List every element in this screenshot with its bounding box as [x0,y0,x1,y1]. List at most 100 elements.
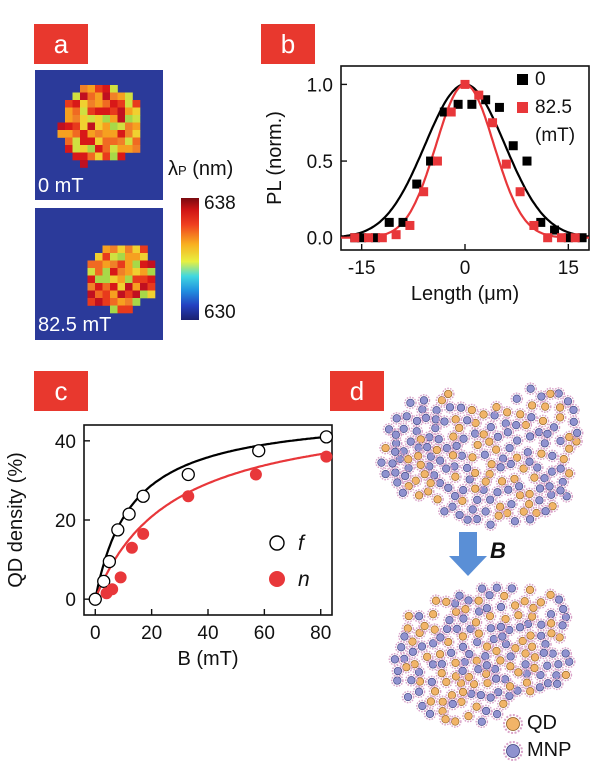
mnp-particle [381,469,390,479]
qd-particle [530,663,539,673]
data-point-82.5 [543,233,553,243]
mnp-particle [537,620,546,629]
qd-particle [538,416,548,426]
data-point-n [106,583,119,596]
mnp-particle [492,709,502,719]
mnp-particle [458,666,467,675]
mnp-particle-shell [490,581,504,595]
mnp-particle [455,591,464,600]
field-arrow-label: B [490,538,506,563]
qd-particle [521,649,530,658]
qd-particle [485,612,495,621]
mnp-particle [504,485,513,494]
data-point-f [88,592,102,606]
mnp-particle [442,444,451,453]
mnp-particle [494,688,503,697]
x-tick-label: 15 [558,258,579,279]
mnp-particle-shell [525,410,538,424]
mnp-particle-shell [404,435,418,448]
qd-particle-shell [523,684,537,698]
mnp-particle [527,413,536,422]
mnp-particle-shell [400,410,414,423]
qd-particle [381,443,390,453]
mnp-particle-shell [448,489,462,503]
mnp-particle [552,671,561,680]
mnp-particle [486,693,495,702]
data-point-f [136,489,150,503]
qd-particle-shell [466,451,479,464]
qd-particle [515,491,525,500]
x-tick-label: 60 [254,623,275,644]
mnp-particle [398,488,407,497]
mnp-particle [450,492,460,501]
mnp-particle [472,515,482,524]
mnp-particle [486,423,495,432]
mnp-particle-shell [386,457,399,470]
qd-particle [525,489,534,499]
qd-particle-shell [495,475,509,488]
qd-particle [402,663,411,672]
mnp-particle-shell [501,425,515,439]
data-point-82.5 [377,233,387,243]
data-point-82.5 [364,233,374,243]
mnp-particle-shell [457,612,470,625]
data-point-0 [398,217,408,227]
qd-particle-shell [546,499,559,513]
mnp-particle [456,403,466,412]
mnp-particle [506,652,515,661]
mnp-particle-shell [466,503,480,516]
mnp-particle [482,706,491,716]
qd-particle [485,437,494,446]
qd-particle-shell [431,493,444,506]
mnp-particle [429,639,438,648]
mnp-particle [543,429,552,438]
qd-particle [541,402,550,411]
qd-particle-shell [492,509,505,523]
mnp-particle [476,690,485,700]
pl-map-0mt [35,70,163,200]
mnp-particle-shell [562,655,576,669]
fit-curve-n [94,452,327,600]
data-point-0 [467,99,477,109]
x-tick-label: 80 [310,623,331,644]
mnp-particle [417,642,427,651]
mnp-particle [493,488,502,497]
x-tick-label: 20 [141,623,162,644]
mnp-particle [403,692,413,702]
data-point-0 [563,233,573,243]
mnp-particle-shell [556,602,570,616]
mnp-particle [526,384,535,393]
data-point-82.5 [556,233,566,243]
qd-particle [481,669,491,678]
mnp-particle [418,701,427,711]
qd-legend-icon [503,714,523,734]
qd-particle [404,455,413,464]
qd-particle-shell [456,630,470,643]
mnp-particle [512,394,521,403]
data-point-0 [426,156,436,166]
qd-particle-shell [446,449,460,462]
mnp-particle-shell [510,434,524,447]
qd-particle-shell [467,677,481,691]
mnp-particle-shell [427,469,441,482]
mnp-particle-shell [552,593,566,606]
qd-particle [547,629,556,638]
qd-particle [451,472,460,481]
mnp-particle [540,439,549,448]
qd-particle-shell [477,408,490,421]
mnp-particle [412,416,422,426]
y-tick-label: 40 [55,432,76,453]
qd-particle [474,596,483,605]
data-point-82.5 [474,90,484,100]
qd-particle [423,652,432,661]
qd-particle [555,413,565,422]
qd-particle [479,410,488,419]
qd-particle-shell [497,697,510,711]
qd-particle [526,631,535,640]
qd-particle [495,502,505,511]
mnp-particle [435,479,445,488]
qd-particle [522,678,532,687]
mnp-particle [526,432,535,441]
data-point-82.5 [446,107,456,117]
colorbar-title-symbol: λ [168,158,178,180]
